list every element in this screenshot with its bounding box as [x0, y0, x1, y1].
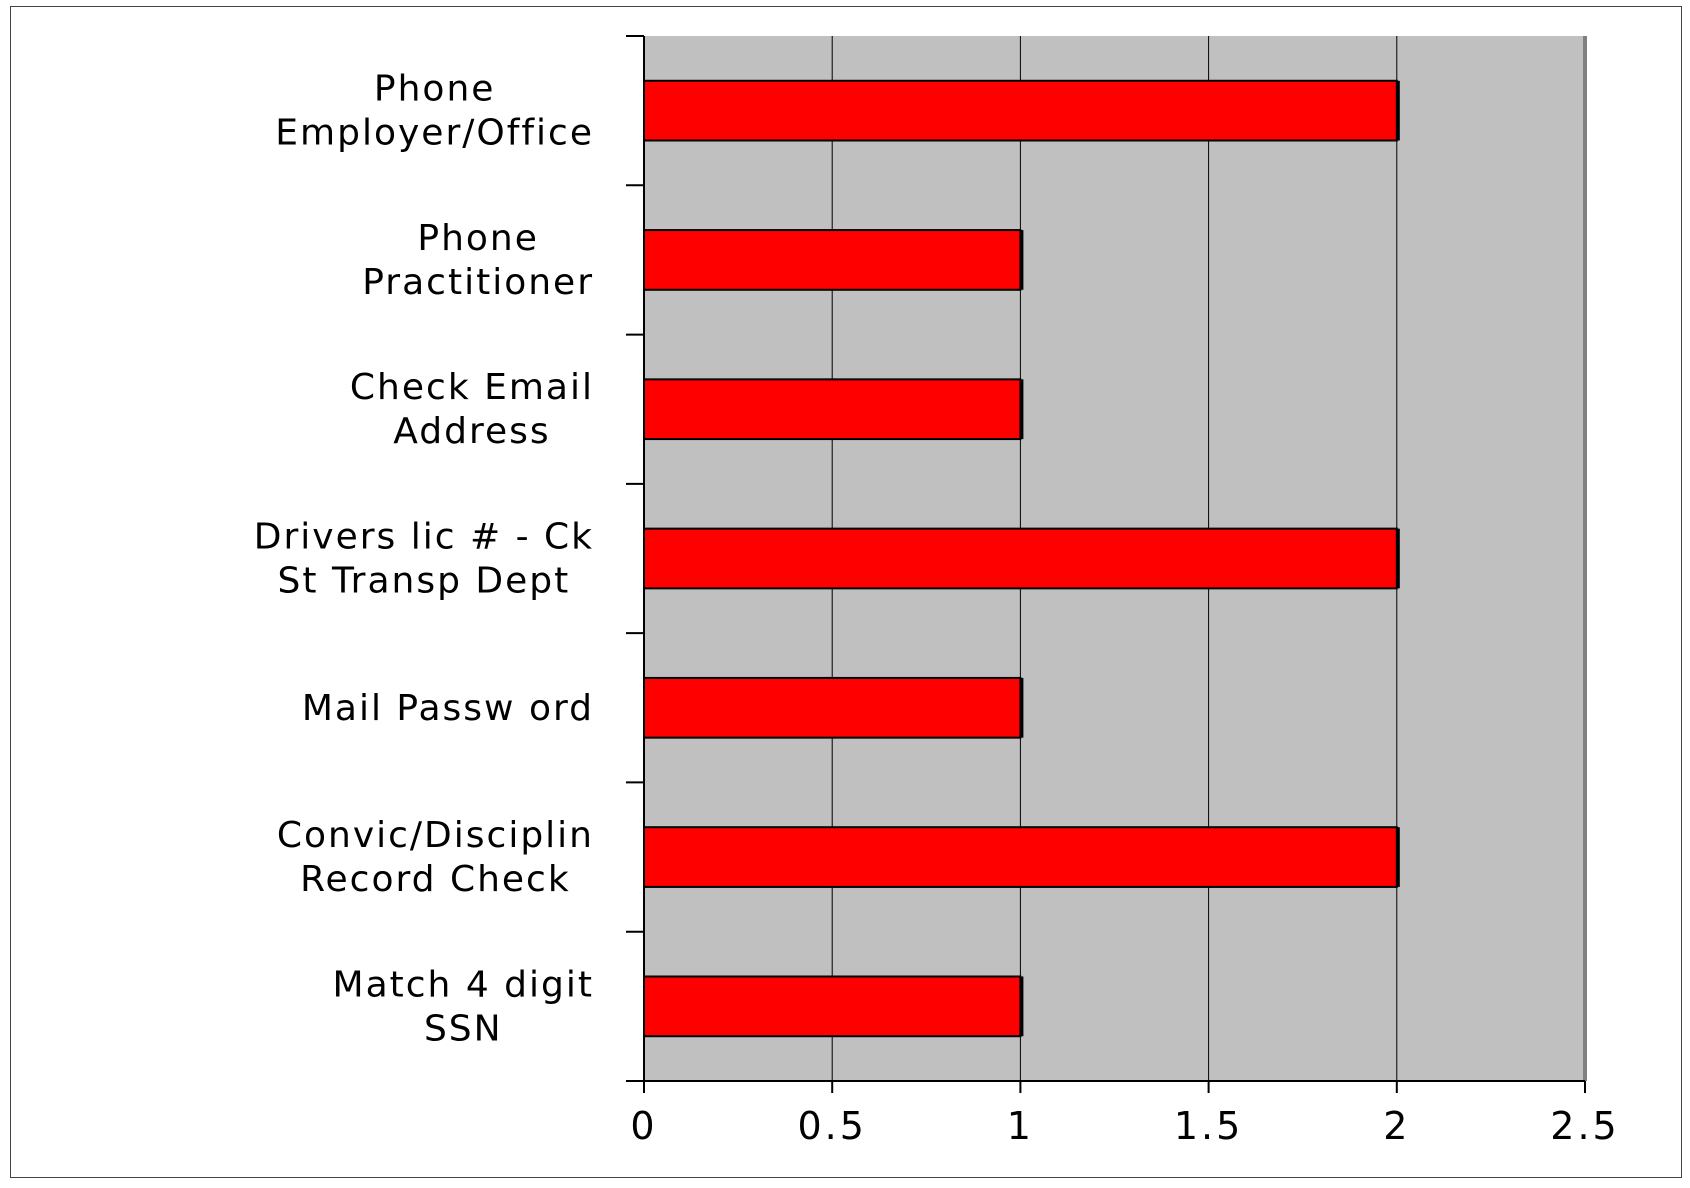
category-label-line: SSN: [424, 1008, 503, 1049]
chart-frame: Phone Employer/Office Phone Practitioner Che…: [10, 6, 1682, 1178]
bar-0: [643, 79, 1398, 142]
category-label-0: Phone Employer/Office: [275, 69, 594, 154]
category-label-5: Convic/Disciplin Record Check: [277, 815, 594, 900]
category-label-3: Drivers lic # - Ck St Transp Dept: [254, 517, 594, 602]
category-label-line: St Transp Dept: [278, 561, 571, 602]
bars: [643, 79, 1400, 1038]
x-tick-labels: 0 0.5 1 1.5 2 2.5: [630, 1104, 1619, 1148]
category-label-line: Mail Passw ord: [302, 688, 594, 729]
x-tick-label-0: 0: [630, 1104, 657, 1148]
x-tick-label-5: 2.5: [1550, 1104, 1619, 1148]
category-label-6: Match 4 digit SSN: [333, 964, 594, 1049]
category-label-2: Check Email Address: [350, 367, 594, 452]
category-label-line: Check Email: [350, 367, 594, 408]
category-label-line: Address: [393, 411, 550, 452]
category-label-line: Convic/Disciplin: [277, 815, 594, 856]
bar-5: [643, 826, 1398, 888]
x-tick-label-4: 2: [1383, 1104, 1410, 1148]
bar-1: [643, 229, 1022, 291]
category-label-line: Drivers lic # - Ck: [254, 517, 594, 558]
category-label-line: Employer/Office: [275, 113, 594, 154]
category-label-line: Phone: [417, 218, 539, 259]
category-label-line: Practitioner: [362, 262, 594, 303]
bar-2: [643, 378, 1022, 441]
axes: [626, 35, 1586, 1093]
category-label-line: Match 4 digit: [333, 964, 594, 1005]
category-label-line: Phone: [374, 69, 496, 110]
bar-6: [643, 975, 1022, 1038]
category-label-4: Mail Passw ord: [302, 688, 594, 729]
bar-3: [643, 527, 1398, 590]
bar-4: [643, 676, 1022, 739]
x-tick-label-2: 1: [1007, 1104, 1034, 1148]
x-tick-label-3: 1.5: [1174, 1104, 1243, 1148]
category-label-1: Phone Practitioner: [362, 218, 594, 303]
category-label-line: Record Check: [300, 859, 571, 900]
x-tick-label-1: 0.5: [797, 1104, 866, 1148]
